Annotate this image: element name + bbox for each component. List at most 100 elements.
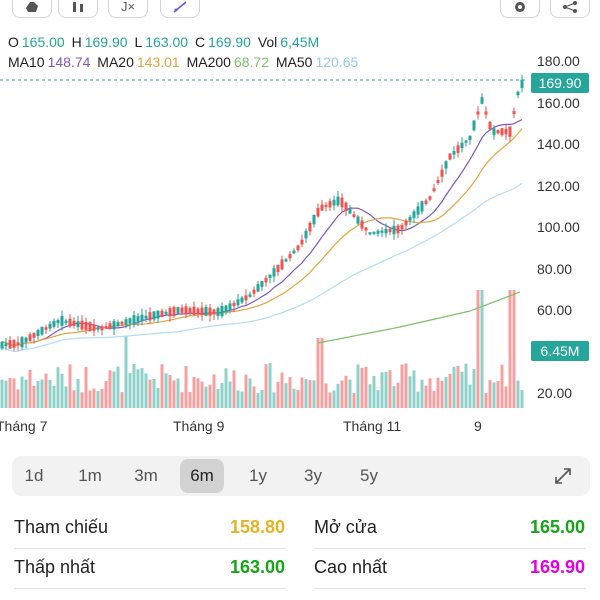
- ma50-value: 120.65: [315, 54, 359, 70]
- volume-bar: [168, 375, 172, 408]
- volume-bar: [496, 381, 500, 408]
- price-tick: 60.00: [537, 302, 573, 318]
- candle-body: [256, 284, 260, 292]
- volume-bar: [100, 388, 104, 408]
- divider: [14, 588, 286, 589]
- price-tick: 140.00: [537, 136, 580, 152]
- volume-bar: [240, 391, 244, 408]
- candle-body: [412, 211, 416, 219]
- volume-bar: [304, 379, 308, 408]
- low-key: L: [134, 34, 143, 50]
- candle-body: [28, 334, 32, 341]
- volume-bar: [204, 386, 208, 408]
- candle-body: [312, 215, 316, 225]
- volume-bar: [80, 392, 84, 408]
- volume-bar: [404, 363, 408, 408]
- volume-bar: [460, 371, 464, 408]
- volume-bar: [156, 387, 160, 408]
- range-3m-button[interactable]: 3m: [134, 466, 158, 485]
- volume-bar: [252, 386, 256, 408]
- candle-body: [392, 225, 396, 235]
- volume-bar: [36, 380, 40, 408]
- volume-bar: [392, 386, 396, 408]
- candle-body: [436, 180, 440, 183]
- candle-body: [108, 323, 112, 330]
- candle-body: [68, 318, 72, 327]
- volume-bar: [52, 385, 56, 408]
- range-1y-button[interactable]: 1y: [249, 466, 267, 485]
- volume-bar: [416, 391, 420, 408]
- volume-bar: [212, 374, 216, 408]
- candle-body: [36, 330, 40, 337]
- candle-body: [120, 321, 124, 325]
- range-5y-button[interactable]: 5y: [360, 466, 378, 485]
- candle-body: [180, 307, 184, 313]
- share-button[interactable]: [550, 0, 590, 18]
- low-stat-value: 163.00: [229, 557, 285, 577]
- candle-body: [88, 322, 92, 332]
- price-tick: 180.00: [537, 53, 580, 69]
- volume-key: Vol: [257, 34, 278, 50]
- candle-body: [380, 230, 384, 233]
- fx-label: J×: [120, 0, 136, 14]
- candle-body: [516, 91, 520, 96]
- volume-bar: [420, 379, 424, 408]
- candle-body: [8, 340, 12, 349]
- hand-icon: [26, 2, 38, 12]
- hand-tool-button[interactable]: [12, 0, 52, 18]
- volume-bar: [448, 373, 452, 408]
- volume-bar: [12, 378, 16, 408]
- volume-bar: [284, 383, 288, 408]
- candle-body: [44, 327, 48, 330]
- last-price-tag: 169.90: [531, 73, 589, 93]
- candle-body: [196, 308, 200, 314]
- candle-body: [292, 250, 296, 254]
- settings-button[interactable]: [500, 0, 540, 18]
- volume-bar: [336, 383, 340, 408]
- candle-body: [188, 307, 192, 314]
- indicators-button[interactable]: J×: [108, 0, 148, 18]
- candle-type-button[interactable]: [58, 0, 98, 18]
- fullscreen-button[interactable]: [546, 459, 580, 493]
- high-stat-value: 169.90: [529, 557, 585, 577]
- ma-line: [1, 128, 523, 347]
- volume-bar: [464, 363, 468, 408]
- volume-bar: [4, 380, 8, 408]
- volume-bar: [256, 392, 260, 408]
- candle-body: [320, 204, 324, 211]
- candle-body: [372, 231, 376, 234]
- volume-bar: [352, 392, 356, 408]
- volume-bar: [348, 379, 352, 408]
- candle-body: [476, 111, 480, 115]
- price-tick: 160.00: [537, 95, 580, 111]
- price-chart[interactable]: [0, 0, 600, 440]
- candle-body: [360, 220, 364, 229]
- range-1m-button[interactable]: 1m: [78, 466, 102, 485]
- candlesticks: [0, 74, 524, 352]
- range-6m-button[interactable]: 6m: [180, 459, 224, 493]
- range-selector: 1d 1m 3m 6m 1y 3y 5y: [12, 456, 590, 496]
- range-1d-button[interactable]: 1d: [24, 466, 44, 485]
- candle-body: [328, 201, 332, 208]
- volume-bar: [316, 338, 320, 408]
- volume-bar: [276, 381, 280, 408]
- ohlc-legend: O 165.00 H 169.90 L 163.00 C 169.90 Vol 6,45M: [8, 34, 322, 50]
- volume-bar: [432, 390, 436, 408]
- volume-bar: [20, 376, 24, 408]
- volume-bar: [148, 379, 152, 408]
- volume-bar: [412, 370, 416, 408]
- candle-body: [324, 204, 328, 207]
- volume-bar: [24, 379, 28, 408]
- divider: [14, 548, 286, 549]
- ma200-key: MA200: [186, 54, 231, 70]
- volume-bar: [224, 368, 228, 408]
- volume-bar: [132, 363, 136, 408]
- price-tick: 100.00: [537, 219, 580, 235]
- candle-body: [212, 309, 216, 315]
- candle-body: [244, 295, 248, 301]
- range-3y-button[interactable]: 3y: [304, 466, 322, 485]
- candle-body: [460, 142, 464, 149]
- drawing-tool-button[interactable]: [160, 0, 200, 18]
- moving-averages: [1, 119, 523, 353]
- candle-body: [20, 337, 24, 348]
